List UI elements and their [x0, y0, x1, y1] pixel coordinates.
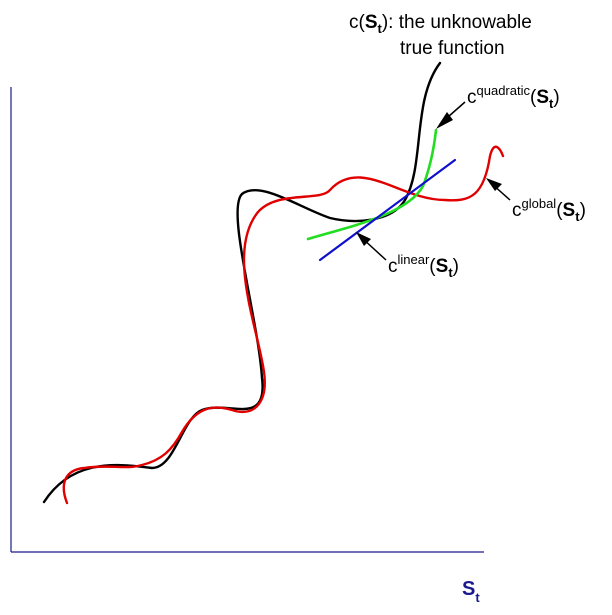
quadratic-arrow [436, 101, 466, 129]
global-fit-curve [62, 145, 505, 505]
x-axis-label: St [462, 578, 480, 605]
linear-label: clinear(St) [388, 252, 459, 280]
linear-fit-line [318, 158, 457, 262]
global-label: cglobal(St) [512, 196, 586, 224]
quadratic-fit-curve [306, 128, 438, 241]
quadratic-label: cquadratic(St) [467, 83, 560, 111]
true-function-label-line2: true function [400, 38, 505, 59]
global-arrow [486, 178, 511, 201]
true-function-curve [42, 61, 442, 504]
true-function-label-line1: c(St): the unknowable [349, 12, 532, 36]
linear-arrow [356, 232, 387, 261]
